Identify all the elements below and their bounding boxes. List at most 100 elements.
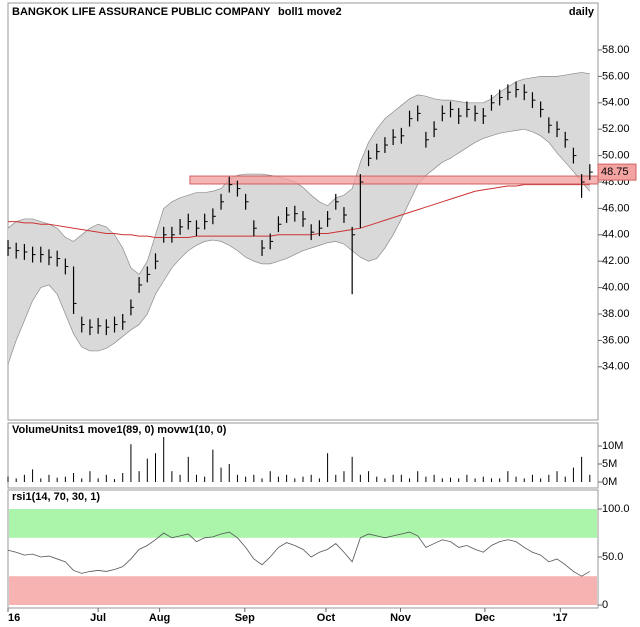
volume-bar bbox=[7, 476, 9, 482]
volume-bar bbox=[327, 453, 329, 482]
x-tick-label: Nov bbox=[390, 612, 412, 624]
volume-bar bbox=[81, 478, 83, 482]
volume-bar bbox=[540, 478, 542, 482]
volume-bar bbox=[228, 464, 230, 482]
price-zone bbox=[189, 175, 599, 185]
y-tick-label: 5M bbox=[602, 458, 617, 470]
volume-bar bbox=[204, 476, 206, 482]
volume-bar bbox=[73, 473, 75, 482]
y-tick-label: 38.00 bbox=[602, 308, 630, 320]
volume-bar bbox=[425, 476, 427, 482]
volume-bar bbox=[490, 478, 492, 482]
y-tick-label: 50.0 bbox=[602, 551, 623, 563]
volume-bar bbox=[351, 456, 353, 482]
y-tick-label: 36.00 bbox=[602, 334, 630, 346]
last-price-label: 48.75 bbox=[601, 166, 629, 178]
volume-bar bbox=[195, 474, 197, 482]
volume-bar bbox=[335, 474, 337, 482]
volume-bar bbox=[146, 458, 148, 482]
y-tick-label: 46.00 bbox=[602, 202, 630, 214]
y-tick-label: 0M bbox=[602, 476, 617, 488]
y-tick-label: 52.00 bbox=[602, 123, 630, 135]
band-fill bbox=[8, 72, 590, 365]
volume-bar bbox=[15, 478, 17, 482]
oversold-zone bbox=[9, 576, 597, 606]
volume-bar bbox=[589, 474, 591, 482]
rsi-line bbox=[7, 531, 591, 577]
x-tick-label: '17 bbox=[553, 612, 568, 624]
volume-bar bbox=[40, 478, 42, 482]
volume-bar bbox=[572, 467, 574, 482]
chart-subtitle: boll1 move2 bbox=[278, 6, 342, 18]
volume-bar bbox=[310, 474, 312, 482]
y-tick-label: 54.00 bbox=[602, 97, 630, 109]
volume-bar bbox=[466, 474, 468, 482]
band-upper bbox=[7, 72, 590, 275]
volume-bar bbox=[368, 471, 370, 482]
volume-bar bbox=[105, 474, 107, 482]
volume-bar bbox=[32, 469, 34, 482]
volume-bar bbox=[56, 477, 58, 482]
volume-bar bbox=[261, 478, 263, 482]
y-tick-label: 10M bbox=[602, 440, 623, 452]
moving-average bbox=[8, 184, 590, 238]
y-tick-label: 56.00 bbox=[602, 70, 630, 82]
volume-bar bbox=[564, 476, 566, 482]
volume-bar bbox=[409, 478, 411, 482]
y-tick-label: 42.00 bbox=[602, 255, 630, 267]
x-tick-label: Jul bbox=[90, 612, 106, 624]
volume-bar bbox=[23, 474, 25, 482]
chart-title: BANGKOK LIFE ASSURANCE PUBLIC COMPANY bbox=[12, 6, 271, 18]
volume-bar bbox=[138, 471, 140, 482]
volume-bar bbox=[581, 456, 583, 482]
volume-bar bbox=[163, 437, 165, 482]
volume-bar bbox=[400, 474, 402, 482]
y-tick-label: 34.00 bbox=[602, 361, 630, 373]
volume-bar bbox=[318, 478, 320, 482]
x-tick-label: Sep bbox=[235, 612, 255, 624]
volume-bar bbox=[97, 478, 99, 482]
volume-bar bbox=[155, 453, 156, 482]
volume-bar bbox=[474, 478, 476, 482]
y-tick-label: 100.0 bbox=[602, 503, 630, 515]
volume-bar bbox=[523, 478, 525, 482]
band-lower bbox=[7, 128, 591, 365]
volume-bar bbox=[359, 474, 361, 482]
x-tick-label: 16 bbox=[8, 612, 20, 624]
volume-title: VolumeUnits1 move1(89, 0) movw1(10, 0) bbox=[12, 424, 227, 436]
volume-bar bbox=[450, 477, 451, 482]
volume-bar bbox=[392, 474, 394, 482]
volume-bar bbox=[376, 476, 378, 482]
volume-bar bbox=[48, 474, 50, 482]
volume-bar bbox=[64, 476, 66, 482]
volume-bar bbox=[384, 478, 386, 482]
rsi-title: rsi1(14, 70, 30, 1) bbox=[12, 491, 100, 503]
overbought-zone bbox=[9, 509, 597, 538]
volume-bar bbox=[171, 471, 173, 482]
volume-bar bbox=[548, 474, 550, 482]
volume-bar bbox=[114, 479, 116, 482]
volume-bar bbox=[482, 476, 484, 482]
volume-bar bbox=[277, 476, 279, 482]
volume-bar bbox=[212, 449, 214, 482]
volume-bar bbox=[89, 471, 91, 482]
x-tick-label: Oct bbox=[317, 612, 336, 624]
volume-bar bbox=[458, 478, 460, 482]
volume-bar bbox=[343, 471, 345, 482]
volume-bar bbox=[130, 444, 132, 482]
y-tick-label: 0 bbox=[602, 599, 608, 611]
volume-bar bbox=[302, 476, 304, 482]
volume-bar bbox=[441, 478, 443, 482]
volume-bar bbox=[245, 476, 247, 482]
volume-bar bbox=[286, 474, 288, 482]
timeframe: daily bbox=[569, 6, 595, 18]
volume-bar bbox=[236, 474, 238, 482]
volume-bar bbox=[433, 474, 435, 482]
y-tick-label: 50.00 bbox=[602, 150, 630, 162]
volume-bar bbox=[507, 471, 509, 482]
y-tick-label: 58.00 bbox=[602, 44, 630, 56]
volume-bar bbox=[179, 474, 181, 482]
x-tick-label: Dec bbox=[475, 612, 495, 624]
volume-bar bbox=[294, 478, 296, 482]
volume-bar bbox=[253, 474, 255, 482]
